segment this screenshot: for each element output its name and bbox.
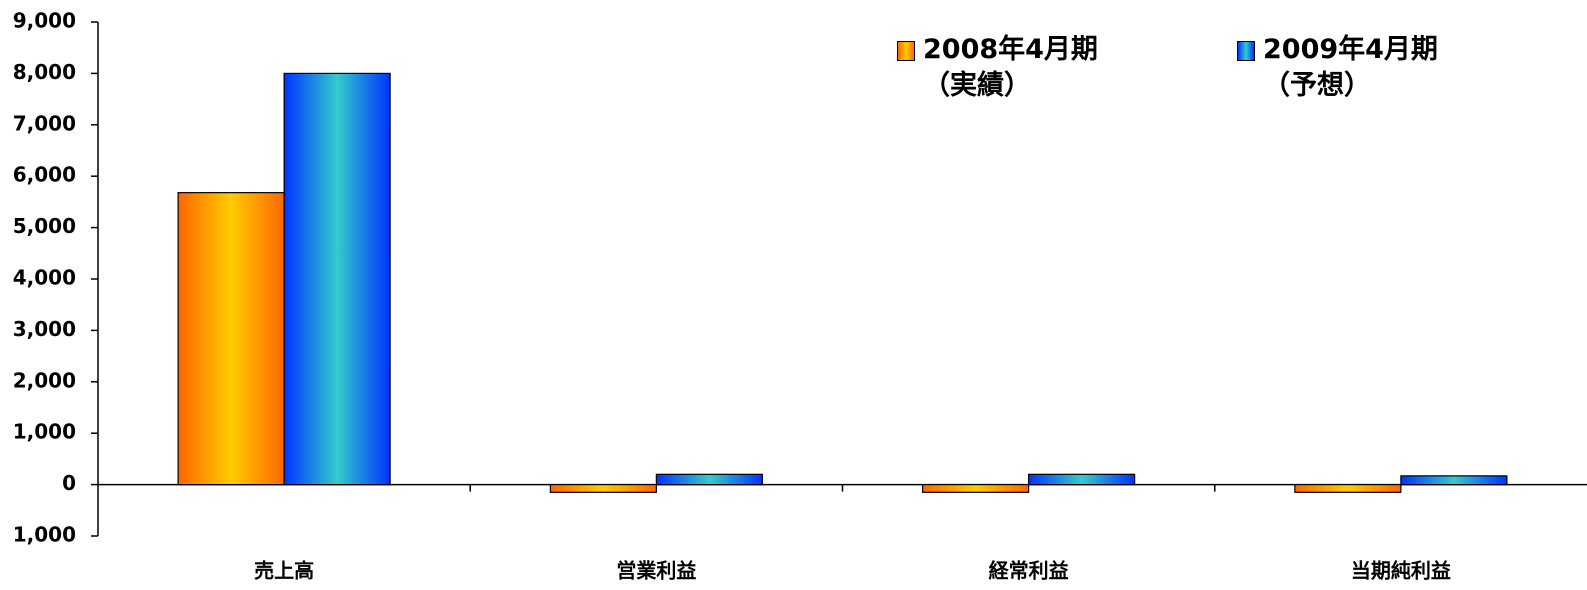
x-tick-label: 当期純利益 xyxy=(1351,559,1451,583)
y-tick-label: 1,000 xyxy=(13,523,76,547)
y-tick-label: 7,000 xyxy=(13,111,76,135)
y-tick-label: 9,000 xyxy=(13,9,76,33)
bar xyxy=(1294,484,1402,493)
y-tick-label: 2,000 xyxy=(13,368,76,392)
y-tick-label: 3,000 xyxy=(13,317,76,341)
legend-label: 2009年4月期 （予想） xyxy=(1263,34,1438,101)
bar xyxy=(655,473,763,486)
y-tick-label: 5,000 xyxy=(13,214,76,238)
y-tick-label: 0 xyxy=(62,471,76,495)
x-tick-label: 経常利益 xyxy=(989,559,1069,583)
y-tick-label: 8,000 xyxy=(13,60,76,84)
y-tick-label: 4,000 xyxy=(13,266,76,290)
x-tick-label: 売上高 xyxy=(254,559,314,583)
x-tick-label: 営業利益 xyxy=(616,559,696,583)
legend-label: 2008年4月期 （実績） xyxy=(923,34,1098,101)
bar xyxy=(1028,473,1136,486)
bar xyxy=(1400,475,1508,486)
legend-swatch xyxy=(897,41,915,61)
legend-swatch xyxy=(1237,41,1255,61)
y-tick-label: 6,000 xyxy=(13,163,76,187)
legend-item: 2008年4月期 （実績） xyxy=(897,32,1098,104)
y-tick-label: 1,000 xyxy=(13,420,76,444)
legend-item: 2009年4月期 （予想） xyxy=(1237,32,1438,104)
bar xyxy=(177,192,285,486)
bar xyxy=(283,72,391,486)
bar xyxy=(922,484,1030,493)
bar xyxy=(549,484,657,493)
